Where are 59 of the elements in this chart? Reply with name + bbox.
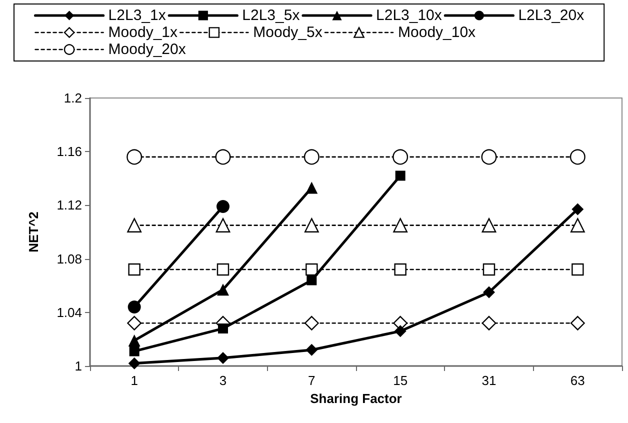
point [306, 182, 318, 194]
point [126, 149, 142, 165]
point [393, 218, 408, 232]
x-tick-label: 7 [308, 373, 316, 388]
y-tick-label: 1.04 [56, 304, 82, 320]
point [216, 200, 230, 214]
point [306, 263, 318, 276]
y-tick-label: 1.2 [64, 90, 82, 106]
point [306, 275, 317, 286]
point [483, 286, 495, 298]
x-tick-label: 31 [482, 373, 496, 388]
point [570, 218, 585, 232]
legend-label: Moody_5x [253, 24, 323, 41]
legend-label: Moody_20x [108, 41, 186, 58]
point [216, 263, 230, 276]
point [395, 170, 406, 181]
x-axis-title: Sharing Factor [310, 390, 402, 406]
point [482, 316, 496, 330]
y-tick-label: 1.12 [56, 198, 82, 213]
point [572, 203, 584, 216]
x-tick-label: 3 [219, 373, 227, 388]
point [482, 218, 496, 232]
point [128, 300, 141, 314]
point [482, 263, 496, 276]
point [304, 218, 319, 232]
legend-label: L2L3_10x [376, 7, 442, 24]
point [217, 284, 229, 296]
x-tick-label: 15 [393, 373, 408, 388]
point [570, 316, 585, 330]
point [129, 346, 140, 356]
x-tick-label: 63 [570, 373, 585, 388]
point [394, 325, 406, 338]
point [572, 263, 584, 276]
legend-label: L2L3_5x [242, 7, 300, 24]
point [570, 149, 586, 165]
point [218, 323, 228, 334]
point [127, 218, 142, 232]
point [304, 149, 320, 165]
point [128, 357, 140, 370]
y-axis-title: NET^2 [26, 212, 41, 252]
point [127, 316, 142, 330]
x-tick-label: 1 [130, 373, 138, 388]
point [216, 218, 230, 232]
point [481, 149, 497, 165]
point [306, 344, 318, 356]
legend-label: L2L3_1x [108, 7, 166, 24]
point [394, 263, 406, 276]
point [215, 149, 231, 165]
point [128, 263, 140, 276]
legend-label: Moody_10x [398, 24, 476, 41]
point [392, 149, 408, 165]
point [128, 334, 140, 347]
y-tick-label: 1 [74, 358, 82, 374]
point [217, 352, 229, 364]
legend-label: L2L3_20x [518, 7, 585, 24]
y-tick-label: 1.16 [56, 144, 82, 160]
y-tick-label: 1.08 [56, 251, 82, 266]
point [304, 316, 319, 330]
legend-label: Moody_1x [108, 24, 178, 41]
